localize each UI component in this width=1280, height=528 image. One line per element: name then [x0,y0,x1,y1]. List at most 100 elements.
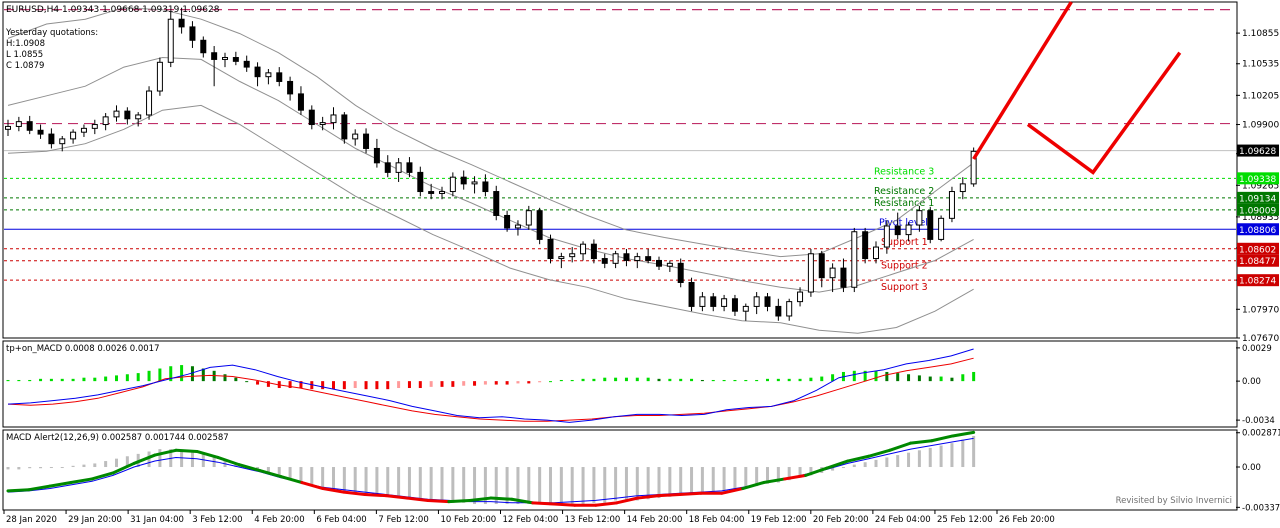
macd2-main-line-segment [384,494,409,500]
macd2-histogram-bar [342,467,346,493]
macd2-histogram-bar [516,467,520,505]
macd1-title: tp+on_MACD 0.0008 0.0026 0.0017 [6,344,160,354]
candle-body [525,210,532,226]
macd1-histogram-bar [462,381,466,386]
macd2-histogram-bar [874,459,878,468]
macd2-histogram-bar [733,467,737,491]
macd2-histogram-bar [711,467,715,494]
macd2-main-line-segment [258,469,283,479]
current-price-box [1237,144,1279,157]
candle-body [558,256,565,260]
level-price-label: 1.09338 [1239,175,1276,185]
macd2-histogram-bar [538,467,542,505]
candle-body [612,253,619,264]
level-price-box [1237,254,1279,267]
candle-body [243,60,250,68]
macd2-main-line-segment [405,496,430,502]
time-tick-label: 7 Feb 12:00 [378,515,428,525]
band-middle-line [7,56,974,293]
macd1-histogram-bar [766,378,769,382]
macd2-histogram-bar [60,467,64,469]
macd1-histogram-bar [440,381,444,387]
candle-body [113,110,120,118]
candle-body [580,243,587,255]
macd2-main-line-segment [468,496,493,502]
macd1-histogram-bar [483,381,487,385]
macd1-histogram-bar [776,378,780,382]
candle-body [26,121,33,131]
time-tick-label: 31 Jan 04:00 [130,515,184,525]
candle-body [948,191,955,219]
candle-body [5,125,11,130]
macd2-histogram-bar [679,467,683,496]
macd2-histogram-bar [809,467,813,476]
macd1-histogram-bar [147,370,151,382]
macd2-histogram-bar [635,467,639,501]
macd1-histogram-bar [939,376,943,382]
macd1-histogram-bar [429,381,433,387]
candle-body [222,57,228,60]
macd2-main-line-segment [27,484,52,492]
macd1-histogram-bar [364,381,368,390]
macd2-main-line-segment [657,492,682,498]
macd2-histogram-bar [266,467,270,473]
macd2-histogram-bar [418,467,422,501]
macd1-histogram-bar [603,377,607,382]
candle-body [232,57,239,62]
macd1-histogram-bar [39,378,43,382]
macd2-main-line-segment [321,487,346,494]
macd-alert-panel [2,429,1238,511]
macd2-histogram-bar [972,435,976,468]
macd1-histogram-bar [17,379,21,382]
macd1-histogram-bar [711,379,715,382]
macd2-histogram-bar [592,467,596,503]
macd1-histogram-bar [201,368,205,382]
candle-body [851,231,858,288]
macd2-histogram-bar [798,467,802,478]
candle-body [395,162,402,173]
level-name-label: Resistance 3 [874,166,934,177]
macd1-histogram-bar [288,381,292,389]
candle-body [70,131,77,140]
macd1-histogram-bar [190,366,194,382]
level-name-label: Resistance 2 [874,186,934,197]
macd1-histogram-bar [538,381,542,383]
macd1-histogram-bar [635,377,639,382]
macd1-histogram-bar [321,381,325,390]
macd2-histogram-bar [332,467,335,490]
candle-body [504,214,511,229]
macd1-histogram-bar [852,370,856,382]
candle-body [699,296,706,307]
macd1-histogram-bar [353,381,357,389]
macd2-histogram-bar [321,467,325,488]
macd1-histogram-bar [668,378,672,382]
level-price-box [1237,242,1279,255]
macd2-main-line-segment [111,461,136,475]
macd2-main-line-segment [153,448,178,457]
macd1-histogram-bar [559,379,563,382]
candle-body [428,191,435,194]
macd2-main-line-segment [888,441,913,452]
macd2-histogram-bar [744,467,748,489]
time-tick-label: 29 Jan 20:00 [68,515,122,525]
macd2-main-line-segment [132,453,157,465]
yesterday-title: Yesterday quotations: [5,28,98,38]
time-tick-label: 3 Feb 12:00 [192,515,242,525]
candle-body [916,210,923,226]
macd2-histogram-bar [917,450,921,468]
candle-body [59,138,66,145]
macd2-main-line-segment [90,471,115,481]
macd1-histogram-bar [332,381,335,390]
macd2-main-line-segment [867,448,892,458]
candle-body [656,259,662,267]
candle-body [721,298,728,307]
yesterday-low: L 1.0855 [6,50,43,60]
macd1-histogram-bar [679,378,683,382]
macd2-histogram-bar [201,453,205,468]
macd2-main-line-segment [531,501,556,506]
macd1-signal-line [7,357,974,422]
macd2-histogram-bar [17,467,21,470]
macd2-main-line-segment [741,481,766,491]
level-price-label: 1.08477 [1239,257,1276,267]
